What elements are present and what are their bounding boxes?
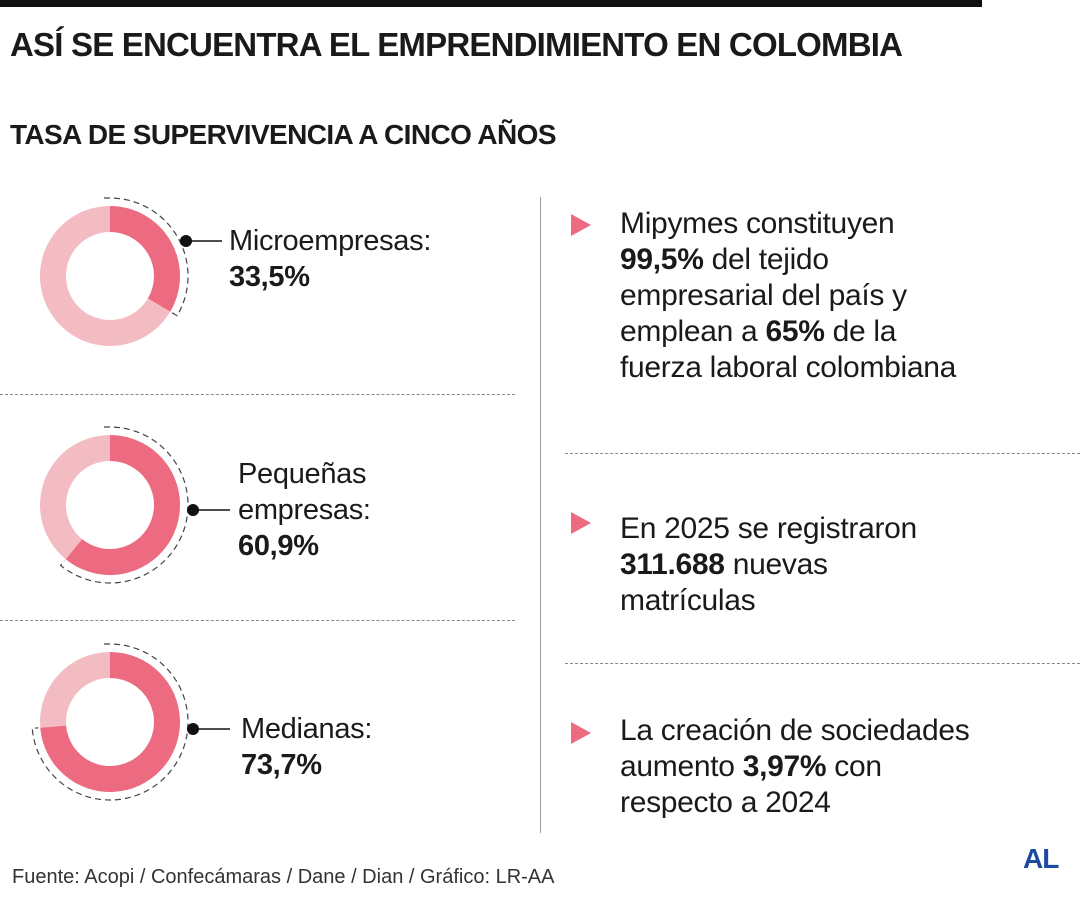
data-label: 60,9% xyxy=(238,530,319,562)
fact-text: matrículas xyxy=(620,584,756,617)
fact-highlight: 65% xyxy=(765,315,825,348)
data-label: 73,7% xyxy=(241,749,322,781)
donut-dashed-arc xyxy=(59,426,189,584)
donut-charts xyxy=(31,197,230,801)
label-name: Microempresas: xyxy=(229,225,432,257)
page-title: ASÍ SE ENCUENTRA EL EMPRENDIMIENTO EN CO… xyxy=(10,26,903,63)
donut-remainder-slice xyxy=(39,652,110,728)
leader-dot xyxy=(180,235,192,247)
triangle-bullet-icon xyxy=(571,722,591,744)
donut-value-slice xyxy=(65,435,180,576)
fact-sociedades: La creación de sociedades aumento 3,97% … xyxy=(620,713,970,821)
label-micro: Microempresas: 33,5% xyxy=(229,223,431,295)
donut-value-slice xyxy=(40,652,180,793)
fact-text: En 2025 se registraron xyxy=(620,512,917,545)
fact-text: aumento xyxy=(620,750,743,783)
label-name: empresas: xyxy=(238,494,371,526)
fact-text: respecto a 2024 xyxy=(620,786,831,819)
label-pequenas: Pequeñas empresas: 60,9% xyxy=(238,456,371,564)
fact-text: empresarial del país y xyxy=(620,279,907,312)
leader-dot xyxy=(187,723,199,735)
label-medianas: Medianas: 73,7% xyxy=(241,711,372,783)
fact-text: nuevas xyxy=(724,548,828,581)
label-name: Medianas: xyxy=(241,713,373,745)
chart-subtitle: TASA DE SUPERVIVENCIA A CINCO AÑOS xyxy=(10,119,556,150)
source-note: Fuente: Acopi / Confecámaras / Dane / Di… xyxy=(12,866,555,888)
brand-logo: AL xyxy=(1023,843,1059,874)
fact-mipymes: Mipymes constituyen 99,5% del tejido emp… xyxy=(620,206,956,386)
label-name: Pequeñas xyxy=(238,458,367,490)
triangle-bullet-icon xyxy=(571,512,591,534)
fact-text: del tejido xyxy=(703,243,829,276)
leader-dot xyxy=(187,504,199,516)
fact-text: con xyxy=(826,750,882,783)
fact-highlight: 3,97% xyxy=(742,750,827,783)
fact-matriculas: En 2025 se registraron 311.688 nuevas ma… xyxy=(620,511,917,619)
data-label: 33,5% xyxy=(229,261,310,293)
divider xyxy=(565,663,1080,664)
fact-text: fuerza laboral colombiana xyxy=(620,351,957,384)
fact-text: La creación de sociedades xyxy=(620,714,970,747)
fact-highlight: 311.688 xyxy=(620,548,725,581)
divider xyxy=(0,394,515,395)
divider xyxy=(565,453,1080,454)
donut-remainder-slice xyxy=(39,206,171,347)
vertical-divider xyxy=(540,197,541,833)
fact-text: emplean a xyxy=(620,315,766,348)
divider xyxy=(0,620,515,621)
donut-value-slice xyxy=(110,206,180,312)
triangle-bullet-icon xyxy=(571,214,591,236)
top-bar xyxy=(0,0,982,7)
fact-text: de la xyxy=(824,315,897,348)
fact-text: Mipymes constituyen xyxy=(620,207,895,240)
donut-remainder-slice xyxy=(40,435,110,560)
donut-dashed-arc xyxy=(104,197,189,317)
fact-highlight: 99,5% xyxy=(620,243,704,276)
